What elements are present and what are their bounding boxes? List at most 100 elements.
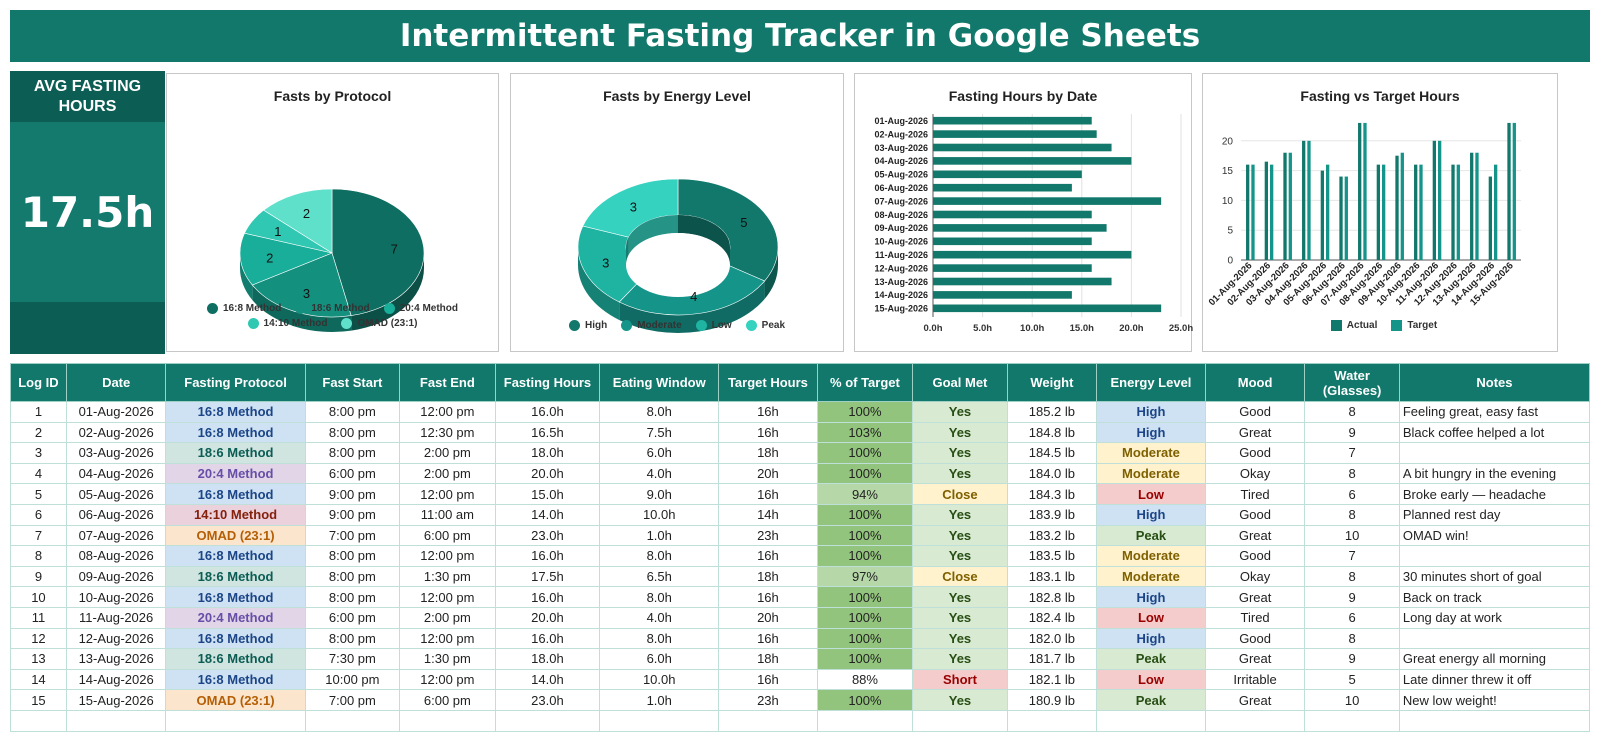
date-cell[interactable]: 11-Aug-2026 xyxy=(65,606,167,629)
date-cell[interactable]: 06-Aug-2026 xyxy=(65,503,167,526)
notes-cell[interactable]: Great energy all morning xyxy=(1398,648,1591,670)
goal-met-cell[interactable]: Yes xyxy=(912,401,1008,423)
target-hours-cell[interactable]: 23h xyxy=(718,524,818,547)
water-cell[interactable]: 7 xyxy=(1304,442,1400,464)
empty-cell[interactable] xyxy=(816,709,914,732)
fasting-hours-cell[interactable]: 17.5h xyxy=(494,565,601,588)
eating-window-cell[interactable]: 10.0h xyxy=(599,503,720,526)
water-cell[interactable]: 10 xyxy=(1304,689,1400,711)
log-id-cell[interactable]: 1 xyxy=(10,401,67,423)
notes-cell[interactable]: Long day at work xyxy=(1398,606,1591,629)
eating-window-cell[interactable]: 6.0h xyxy=(599,648,720,670)
energy-cell[interactable]: High xyxy=(1096,586,1206,608)
notes-cell[interactable]: Late dinner threw it off xyxy=(1398,668,1591,691)
date-cell[interactable]: 01-Aug-2026 xyxy=(65,401,167,423)
mood-cell[interactable]: Great xyxy=(1204,648,1306,670)
table-row[interactable]: 5 05-Aug-2026 16:8 Method 9:00 pm 12:00 pm 15… xyxy=(10,483,1591,505)
column-header[interactable]: Fasting Protocol xyxy=(165,363,306,402)
fast-start-cell[interactable]: 8:00 pm xyxy=(304,627,401,650)
protocol-cell[interactable]: 16:8 Method xyxy=(165,586,306,608)
energy-cell[interactable]: High xyxy=(1096,421,1206,444)
notes-cell[interactable]: Black coffee helped a lot xyxy=(1398,421,1591,444)
fasting-hours-cell[interactable]: 20.0h xyxy=(494,606,601,629)
fast-end-cell[interactable]: 1:30 pm xyxy=(399,648,496,670)
date-cell[interactable]: 07-Aug-2026 xyxy=(65,524,167,547)
notes-cell[interactable] xyxy=(1398,627,1591,650)
pct-target-cell[interactable]: 100% xyxy=(816,442,914,464)
weight-cell[interactable]: 184.8 lb xyxy=(1006,421,1098,444)
fast-end-cell[interactable]: 12:00 pm xyxy=(399,401,496,423)
fast-end-cell[interactable]: 12:00 pm xyxy=(399,545,496,567)
fasting-hours-cell[interactable]: 16.0h xyxy=(494,586,601,608)
fast-start-cell[interactable]: 8:00 pm xyxy=(304,442,401,464)
table-row[interactable]: 7 07-Aug-2026 OMAD (23:1) 7:00 pm 6:00 pm 23.… xyxy=(10,524,1591,547)
protocol-cell[interactable]: OMAD (23:1) xyxy=(165,524,306,547)
eating-window-cell[interactable]: 4.0h xyxy=(599,462,720,485)
energy-cell[interactable]: High xyxy=(1096,401,1206,423)
protocol-cell[interactable]: OMAD (23:1) xyxy=(165,689,306,711)
fasting-hours-cell[interactable]: 16.0h xyxy=(494,545,601,567)
column-header[interactable]: Date xyxy=(65,363,167,402)
eating-window-cell[interactable]: 6.5h xyxy=(599,565,720,588)
column-header[interactable]: Water (Glasses) xyxy=(1304,363,1400,402)
fasting-hours-cell[interactable]: 14.0h xyxy=(494,668,601,691)
energy-cell[interactable]: Moderate xyxy=(1096,565,1206,588)
target-hours-cell[interactable]: 18h xyxy=(718,565,818,588)
empty-cell[interactable] xyxy=(718,709,818,732)
fasting-hours-cell[interactable]: 16.0h xyxy=(494,401,601,423)
empty-cell[interactable] xyxy=(494,709,601,732)
fasting-vs-target-chart[interactable]: Fasting vs Target Hours 0 5 10 15 20 01-Aug-2… xyxy=(1202,73,1558,352)
target-hours-cell[interactable]: 14h xyxy=(718,503,818,526)
log-id-cell[interactable]: 2 xyxy=(10,421,67,444)
date-cell[interactable]: 12-Aug-2026 xyxy=(65,627,167,650)
target-hours-cell[interactable]: 23h xyxy=(718,689,818,711)
notes-cell[interactable]: Feeling great, easy fast xyxy=(1398,401,1591,423)
mood-cell[interactable]: Great xyxy=(1204,524,1306,547)
goal-met-cell[interactable]: Short xyxy=(912,668,1008,691)
table-row[interactable]: 4 04-Aug-2026 20:4 Method 6:00 pm 2:00 pm 20.… xyxy=(10,462,1591,485)
notes-cell[interactable]: OMAD win! xyxy=(1398,524,1591,547)
table-row[interactable]: 2 02-Aug-2026 16:8 Method 8:00 pm 12:30 pm 16… xyxy=(10,421,1591,444)
table-row[interactable]: 9 09-Aug-2026 18:6 Method 8:00 pm 1:30 pm 17.… xyxy=(10,565,1591,588)
fast-end-cell[interactable]: 11:00 am xyxy=(399,503,496,526)
pct-target-cell[interactable]: 97% xyxy=(816,565,914,588)
log-id-cell[interactable]: 10 xyxy=(10,586,67,608)
table-row[interactable]: 10 10-Aug-2026 16:8 Method 8:00 pm 12:00 pm 1… xyxy=(10,586,1591,608)
column-header[interactable]: Fast Start xyxy=(304,363,401,402)
column-header[interactable]: Eating Window xyxy=(599,363,720,402)
protocol-cell[interactable]: 16:8 Method xyxy=(165,483,306,505)
target-hours-cell[interactable]: 18h xyxy=(718,648,818,670)
log-id-cell[interactable]: 14 xyxy=(10,668,67,691)
log-id-cell[interactable]: 6 xyxy=(10,503,67,526)
table-row[interactable]: 3 03-Aug-2026 18:6 Method 8:00 pm 2:00 pm 18.… xyxy=(10,442,1591,464)
protocol-cell[interactable]: 16:8 Method xyxy=(165,627,306,650)
weight-cell[interactable]: 182.1 lb xyxy=(1006,668,1098,691)
fast-end-cell[interactable]: 12:30 pm xyxy=(399,421,496,444)
date-cell[interactable]: 14-Aug-2026 xyxy=(65,668,167,691)
water-cell[interactable]: 9 xyxy=(1304,648,1400,670)
eating-window-cell[interactable]: 8.0h xyxy=(599,586,720,608)
fasting-hours-cell[interactable]: 16.5h xyxy=(494,421,601,444)
pct-target-cell[interactable]: 100% xyxy=(816,689,914,711)
energy-cell[interactable]: Peak xyxy=(1096,689,1206,711)
mood-cell[interactable]: Tired xyxy=(1204,606,1306,629)
weight-cell[interactable]: 185.2 lb xyxy=(1006,401,1098,423)
target-hours-cell[interactable]: 20h xyxy=(718,606,818,629)
empty-cell[interactable] xyxy=(1096,709,1206,732)
weight-cell[interactable]: 184.0 lb xyxy=(1006,462,1098,485)
column-header[interactable]: % of Target xyxy=(816,363,914,402)
empty-cell[interactable] xyxy=(399,709,496,732)
empty-cell[interactable] xyxy=(165,709,306,732)
mood-cell[interactable]: Great xyxy=(1204,586,1306,608)
target-hours-cell[interactable]: 20h xyxy=(718,462,818,485)
water-cell[interactable]: 9 xyxy=(1304,586,1400,608)
protocol-cell[interactable]: 16:8 Method xyxy=(165,421,306,444)
mood-cell[interactable]: Okay xyxy=(1204,462,1306,485)
fast-end-cell[interactable]: 2:00 pm xyxy=(399,606,496,629)
goal-met-cell[interactable]: Yes xyxy=(912,442,1008,464)
protocol-cell[interactable]: 18:6 Method xyxy=(165,565,306,588)
water-cell[interactable]: 10 xyxy=(1304,524,1400,547)
goal-met-cell[interactable]: Yes xyxy=(912,627,1008,650)
table-row[interactable]: 8 08-Aug-2026 16:8 Method 8:00 pm 12:00 pm 16… xyxy=(10,545,1591,567)
fasting-hours-cell[interactable]: 18.0h xyxy=(494,648,601,670)
